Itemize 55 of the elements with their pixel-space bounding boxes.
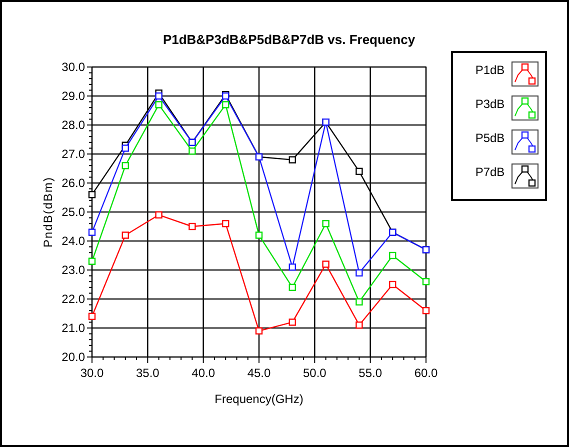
point bbox=[288, 264, 296, 271]
x-tick-label: 60.0 bbox=[414, 366, 438, 380]
point bbox=[88, 312, 96, 320]
x-tick-label: 40.0 bbox=[192, 366, 216, 380]
point bbox=[188, 148, 196, 155]
x-axis-title: Frequency(GHz) bbox=[214, 392, 304, 406]
point bbox=[222, 220, 230, 228]
point bbox=[122, 232, 129, 239]
y-tick-label: 21.0 bbox=[62, 321, 86, 336]
x-tick-label: 45.0 bbox=[247, 366, 271, 380]
y-tick-label: 25.0 bbox=[62, 205, 86, 220]
point bbox=[356, 168, 363, 175]
y-tick-label: 24.0 bbox=[62, 234, 86, 248]
y-tick-label: 23.0 bbox=[62, 263, 86, 278]
point bbox=[255, 327, 263, 334]
y-tick-label: 22.0 bbox=[62, 292, 86, 306]
point bbox=[322, 260, 330, 268]
point bbox=[88, 228, 96, 236]
y-tick-label: 26.0 bbox=[62, 176, 86, 190]
point bbox=[356, 298, 363, 306]
point bbox=[288, 156, 296, 164]
point bbox=[389, 252, 396, 260]
y-axis-title: PndB(dBm) bbox=[41, 176, 55, 248]
point bbox=[155, 92, 162, 100]
point bbox=[255, 232, 263, 239]
point bbox=[356, 269, 363, 276]
point bbox=[222, 101, 230, 108]
y-tick-label: 30.0 bbox=[62, 60, 86, 74]
point bbox=[88, 191, 96, 198]
y-tick-label: 29.0 bbox=[62, 89, 86, 104]
point bbox=[356, 322, 363, 329]
y-tick-label: 27.0 bbox=[62, 147, 86, 162]
x-tick-label: 55.0 bbox=[358, 366, 382, 380]
point bbox=[422, 278, 430, 286]
point bbox=[155, 101, 162, 108]
legend-label: P7dB bbox=[475, 165, 505, 179]
x-tick-label: 30.0 bbox=[80, 366, 104, 380]
point bbox=[322, 220, 330, 228]
legend-label: P3dB bbox=[475, 97, 505, 111]
point bbox=[422, 307, 430, 314]
point bbox=[188, 222, 196, 230]
point bbox=[122, 144, 129, 152]
chart-title: P1dB&P3dB&P5dB&P7dB vs. Frequency bbox=[162, 32, 416, 47]
y-tick-label: 20.0 bbox=[62, 350, 86, 364]
y-tick-label: 28.0 bbox=[62, 118, 86, 132]
point bbox=[122, 162, 129, 170]
x-tick-label: 50.0 bbox=[302, 366, 327, 380]
x-tick-label: 35.0 bbox=[136, 366, 160, 380]
point bbox=[288, 318, 296, 326]
legend-label: P5dB bbox=[475, 131, 505, 145]
legend-label: P1dB bbox=[475, 63, 505, 77]
point bbox=[288, 284, 296, 291]
point bbox=[389, 280, 396, 288]
point bbox=[155, 211, 162, 218]
point bbox=[88, 258, 96, 265]
